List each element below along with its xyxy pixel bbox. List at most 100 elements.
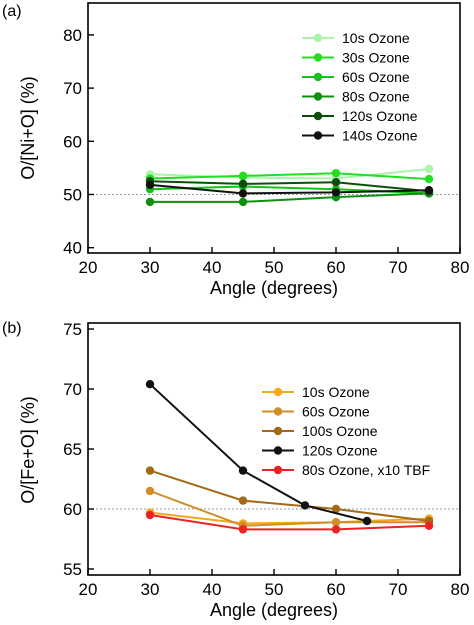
b-data-point [145, 510, 155, 520]
a-x-tick-label: 60 [327, 258, 346, 277]
panel-a-legend: 10s Ozone 30s Ozone 60s Ozone 80s Ozone 120s… [302, 30, 418, 144]
a-data-point [331, 169, 341, 178]
b-x-tick-label: 20 [79, 580, 98, 599]
b-series-line [149, 511, 430, 525]
b-series-5 [145, 510, 434, 534]
panel-a-y-ticks: 40 50 60 70 80 [63, 26, 94, 258]
b-series-line [149, 469, 430, 522]
b-legend-label: 10s Ozone [302, 384, 370, 400]
a-x-tick-label: 20 [79, 258, 98, 277]
b-series-2 [145, 486, 434, 530]
b-series-line [149, 383, 368, 522]
panel-b-x-ticks: 20 30 40 50 60 70 80 [79, 569, 470, 599]
b-legend-marker [273, 446, 283, 455]
a-data-point [238, 179, 248, 189]
a-legend-marker [313, 92, 323, 101]
panel-b-x-axis-label: Angle (degrees) [210, 600, 338, 620]
b-data-point [331, 504, 341, 514]
b-legend-entry: 10s Ozone [262, 384, 370, 400]
a-x-tick-label: 80 [451, 258, 470, 277]
a-legend-marker [313, 53, 323, 62]
b-legend-marker [273, 426, 283, 436]
b-y-tick-label: 70 [63, 380, 82, 399]
a-data-point [424, 174, 434, 184]
panel-a-label: (a) [2, 3, 22, 20]
panel-b-series [145, 380, 434, 534]
b-series-line [149, 514, 430, 531]
b-data-point [145, 466, 155, 475]
b-legend-label: 120s Ozone [302, 443, 378, 459]
a-legend-marker [313, 33, 323, 43]
a-legend-label: 60s Ozone [342, 69, 410, 85]
b-x-tick-label: 80 [451, 580, 470, 599]
b-legend-entry: 80s Ozone, x10 TBF [262, 462, 430, 478]
panel-b-legend: 10s Ozone 60s Ozone 100s Ozone 120s Ozone 80… [262, 384, 430, 478]
panel-b-label: (b) [2, 320, 22, 337]
panel-b-y-ticks: 55 60 65 70 75 [63, 320, 94, 579]
a-series-6 [145, 180, 434, 198]
panel-a: (a) 20 30 40 50 60 70 80 40 50 60 70 80 Angle (deg… [2, 2, 470, 298]
a-legend-entry: 80s Ozone [302, 89, 410, 105]
b-x-tick-label: 30 [141, 580, 160, 599]
panel-a-y-axis-label: O/[Ni+O] (%) [18, 76, 38, 180]
a-legend-entry: 10s Ozone [302, 30, 410, 46]
a-legend-marker [313, 72, 323, 82]
a-data-point [424, 186, 434, 195]
panel-b-plot-frame [87, 322, 461, 576]
a-legend-entry: 120s Ozone [302, 108, 418, 124]
b-legend-entry: 60s Ozone [262, 404, 370, 420]
panel-b: (b) 20 30 40 50 60 70 80 55 60 65 70 75 Angle (deg… [2, 320, 469, 620]
b-data-point [238, 525, 248, 534]
a-legend-label: 120s Ozone [342, 108, 418, 124]
b-legend-marker [273, 465, 283, 475]
b-series-line [149, 490, 429, 527]
b-data-point [145, 380, 155, 389]
b-data-point [331, 518, 341, 527]
a-series-line [149, 168, 430, 180]
a-data-point [238, 189, 248, 198]
b-legend-marker [273, 387, 283, 397]
a-data-point [145, 197, 155, 207]
a-y-tick-label: 50 [63, 185, 82, 204]
a-y-tick-label: 40 [63, 239, 82, 258]
b-y-tick-label: 60 [63, 500, 82, 519]
a-legend-marker [313, 131, 323, 140]
a-series-line [149, 180, 430, 193]
a-legend-entry: 140s Ozone [302, 128, 418, 144]
a-y-tick-label: 60 [63, 132, 82, 151]
b-y-tick-label: 65 [63, 440, 82, 459]
a-series-line [150, 192, 430, 203]
b-x-tick-label: 70 [389, 580, 408, 599]
a-legend-label: 10s Ozone [342, 30, 410, 46]
a-x-tick-label: 40 [203, 258, 222, 277]
panel-b-y-axis-label: O/[Fe+O] (%) [18, 396, 38, 504]
a-legend-label: 30s Ozone [342, 50, 410, 66]
panel-a-x-ticks: 20 30 40 50 60 70 80 [79, 247, 470, 277]
b-data-point [238, 496, 248, 505]
b-data-point [424, 521, 434, 530]
a-data-point [424, 164, 434, 174]
a-legend-label: 140s Ozone [342, 128, 418, 144]
a-x-tick-label: 50 [265, 258, 284, 277]
a-data-point [238, 171, 248, 181]
a-data-point [238, 197, 248, 207]
a-series-line [149, 172, 430, 181]
b-data-point [300, 501, 310, 510]
a-legend-entry: 60s Ozone [302, 69, 410, 85]
b-data-point [331, 525, 341, 534]
b-legend-label: 80s Ozone, x10 TBF [302, 462, 430, 478]
a-data-point [331, 188, 341, 197]
b-series-3 [145, 466, 434, 526]
b-legend-entry: 100s Ozone [262, 423, 378, 439]
b-x-tick-label: 40 [203, 580, 222, 599]
b-data-point [238, 466, 248, 475]
b-y-tick-label: 75 [63, 320, 82, 339]
a-legend-marker [313, 111, 323, 121]
b-legend-marker [273, 407, 283, 416]
a-series-line [149, 183, 430, 195]
b-series-4 [145, 380, 372, 526]
a-data-point [145, 180, 155, 190]
a-legend-label: 80s Ozone [342, 89, 410, 105]
a-x-tick-label: 30 [141, 258, 160, 277]
